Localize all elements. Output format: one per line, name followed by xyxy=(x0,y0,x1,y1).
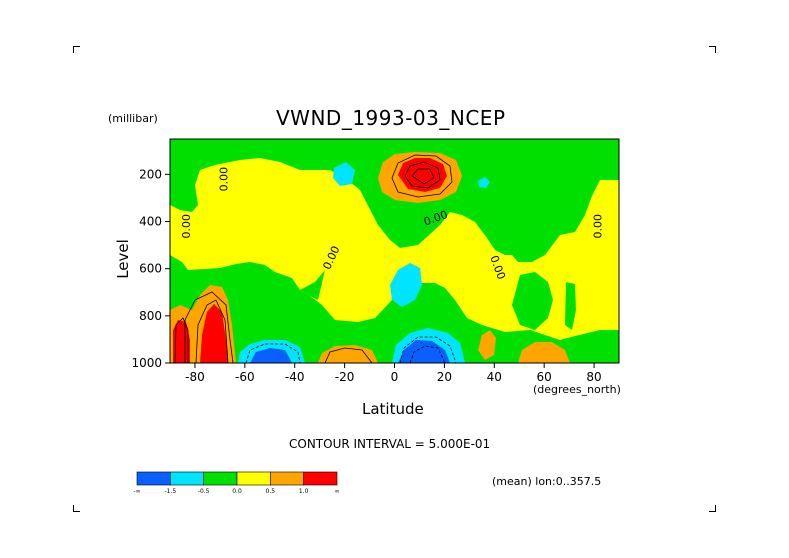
contour-line xyxy=(411,168,435,185)
fill-region-green-far-right xyxy=(565,282,576,330)
y-tick-label: 400 xyxy=(139,215,162,229)
colorbar-level-label: -1.5 xyxy=(164,488,176,495)
fill-region-orange-low-mid xyxy=(318,345,378,363)
fill-region-blue-low-center xyxy=(398,340,450,363)
colorbar-swatch xyxy=(170,471,204,486)
colorbar: -∞ -1.5 -0.5 0.0 0.5 1.0 ∞ xyxy=(133,471,340,495)
x-tick-label: 0 xyxy=(391,370,399,384)
x-tick-label: 40 xyxy=(487,370,502,384)
contour-line xyxy=(399,336,457,363)
contour-line xyxy=(404,161,441,189)
x-tick-label: -80 xyxy=(185,370,205,384)
fill-region-red-low-left-1 xyxy=(173,320,190,363)
contour-line xyxy=(391,154,453,198)
x-tick-label: -40 xyxy=(285,370,305,384)
y-tick-label: 1000 xyxy=(131,356,162,370)
colorbar-level-label: ∞ xyxy=(335,488,340,495)
fill-region-orange-low-right xyxy=(518,342,570,363)
contour-line xyxy=(195,299,229,363)
contour-label: 0.00 xyxy=(592,214,605,239)
corner-mark-bottom-right xyxy=(709,505,716,512)
colorbar-level-label: 1.0 xyxy=(299,488,309,495)
contour-line-layer xyxy=(174,154,457,363)
colorbar-swatch xyxy=(303,471,338,486)
x-tick-label: 80 xyxy=(586,370,601,384)
colorbar-level-label: -∞ xyxy=(133,488,140,495)
colorbar-swatch xyxy=(270,471,304,486)
fill-region-blue-low-left xyxy=(250,348,292,363)
contour-interval-text: CONTOUR INTERVAL = 5.000E-01 xyxy=(289,437,491,451)
contour-label: 0.00 xyxy=(217,167,230,192)
y-tick-label: 600 xyxy=(139,262,162,276)
contour-line xyxy=(245,343,301,363)
fill-region-red-low-left-2 xyxy=(200,304,228,363)
contour-line xyxy=(409,345,446,363)
y-tick-label: 200 xyxy=(139,167,162,181)
fill-region-green-left xyxy=(170,255,619,363)
x-tick-label: -60 xyxy=(235,370,255,384)
corner-mark-top-right xyxy=(709,46,716,53)
colorbar-swatch xyxy=(203,471,238,486)
contour-label: 0.00 xyxy=(180,214,193,239)
fill-region-green-mid-right xyxy=(512,272,553,330)
contour-line xyxy=(174,317,189,363)
colorbar-level-label: 0.5 xyxy=(266,488,276,495)
contour-fill-layer xyxy=(170,139,619,363)
x-tick-label: 20 xyxy=(437,370,452,384)
fill-region-green-upper xyxy=(170,139,619,262)
corner-mark-top-left xyxy=(73,46,80,53)
corner-mark-bottom-left xyxy=(73,505,80,512)
y-tick-label: 800 xyxy=(139,309,162,323)
x-axis-label: Latitude xyxy=(362,400,424,418)
fill-region-cyan-mid xyxy=(390,263,422,307)
axes-layer: -80 -60 -40 -20 0 20 40 60 80 200 400 600 800 1000 xyxy=(131,167,601,384)
contour-line xyxy=(184,291,234,363)
colorbar-swatch xyxy=(136,471,171,486)
contour-line xyxy=(324,347,373,363)
x-tick-label: -20 xyxy=(335,370,355,384)
chart-title: VWND_1993-03_NCEP xyxy=(276,106,506,130)
colorbar-level-label: -0.5 xyxy=(198,488,210,495)
fill-region-cyan-upper-left xyxy=(333,162,355,186)
fill-region-green-center-strip xyxy=(300,270,325,300)
colorbar-level-label: 0.0 xyxy=(232,488,242,495)
x-tick-label: 60 xyxy=(537,370,552,384)
mean-info-text: (mean) lon:0..357.5 xyxy=(492,475,602,488)
fill-region-cyan-upper-right xyxy=(478,177,490,188)
x-axis-unit: (degrees_north) xyxy=(533,383,621,396)
y-axis-unit: (millibar) xyxy=(108,112,158,125)
fill-region-orange-small-right xyxy=(478,330,496,360)
colorbar-swatch xyxy=(236,471,271,486)
